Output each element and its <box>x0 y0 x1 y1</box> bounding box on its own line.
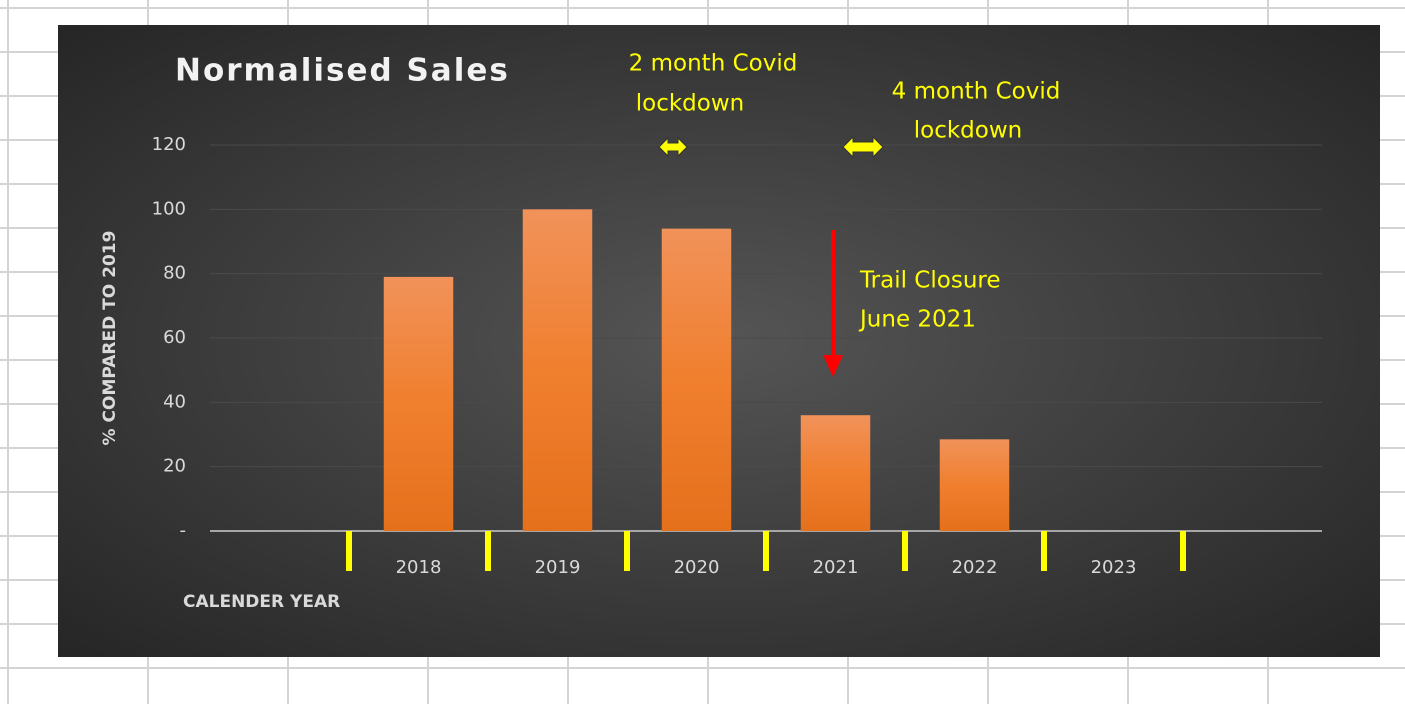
x-axis-label: CALENDER YEAR <box>183 592 340 612</box>
chart-title: Normalised Sales <box>175 53 510 89</box>
y-tick-label: 40 <box>163 391 186 412</box>
annotation: lockdown <box>914 118 1023 144</box>
bar <box>383 276 454 531</box>
red-arrow-head <box>823 355 843 377</box>
double-arrow <box>658 136 688 158</box>
double-arrow <box>842 135 884 159</box>
x-tick-label: 2021 <box>813 557 859 578</box>
x-tick-label: 2022 <box>952 557 998 578</box>
annotation: Trail Closure <box>859 268 1001 294</box>
bar <box>661 228 732 531</box>
y-tick-label: - <box>180 520 187 541</box>
y-tick-label: 100 <box>152 198 186 219</box>
y-tick-label: 80 <box>163 263 186 284</box>
y-tick-label: 20 <box>163 456 186 477</box>
annotation: 4 month Covid <box>892 79 1061 105</box>
bar <box>522 209 593 532</box>
y-axis-label: % COMPARED TO 2019 <box>100 231 120 446</box>
x-tick-label: 2023 <box>1091 557 1137 578</box>
bar <box>800 415 871 531</box>
annotation: June 2021 <box>858 307 976 333</box>
x-tick-label: 2018 <box>396 557 442 578</box>
annotation: 2 month Covid <box>629 51 798 77</box>
bar <box>939 439 1010 531</box>
x-tick-label: 2019 <box>535 557 581 578</box>
y-tick-label: 60 <box>163 327 186 348</box>
annotation: lockdown <box>636 91 745 117</box>
y-tick-label: 120 <box>152 134 186 155</box>
x-tick-label: 2020 <box>674 557 720 578</box>
